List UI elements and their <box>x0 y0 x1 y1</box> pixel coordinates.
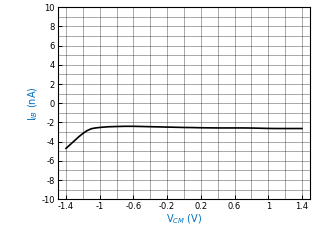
X-axis label: V$_{CM}$ (V): V$_{CM}$ (V) <box>166 212 202 226</box>
Y-axis label: I$_{IB}$ (nA): I$_{IB}$ (nA) <box>26 86 40 121</box>
